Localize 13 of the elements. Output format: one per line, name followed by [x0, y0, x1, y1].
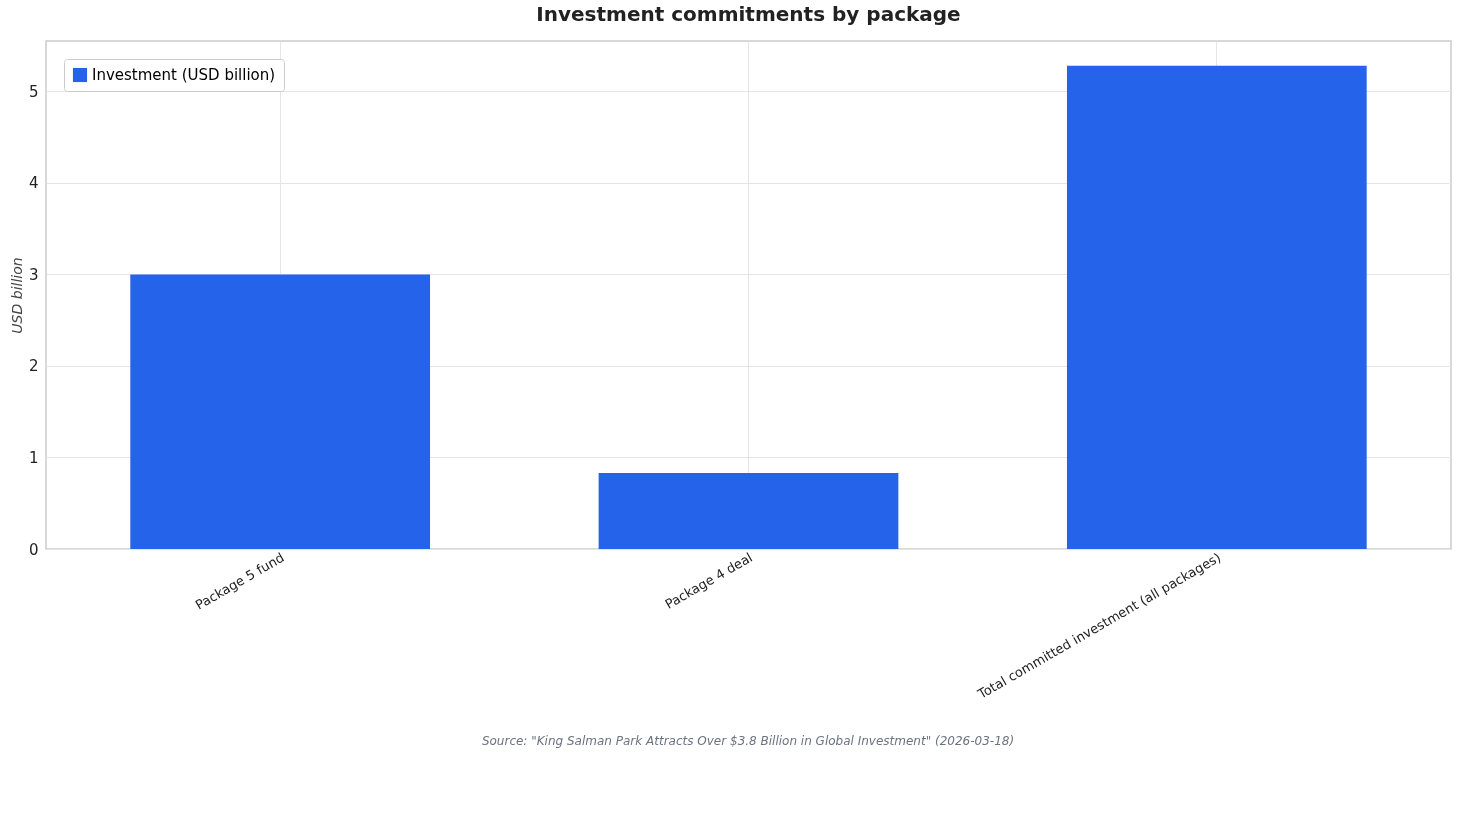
y-tick-label: 2 [28, 357, 39, 376]
y-tick-label: 0 [28, 540, 39, 559]
y-tick-label: 1 [28, 448, 39, 467]
legend-label: Investment (USD billion) [92, 66, 276, 84]
y-tick-label: 3 [28, 265, 39, 284]
y-tick-label: 4 [28, 174, 39, 193]
y-tick-label: 5 [28, 82, 39, 101]
y-axis-title: USD billion [8, 257, 25, 334]
bar [130, 274, 431, 549]
bar [1066, 65, 1367, 549]
bar [598, 473, 899, 549]
chart-title: Investment commitments by package [536, 2, 961, 26]
source-note: Source: "King Salman Park Attracts Over $3.8 Billion in Global Investment" (2026-03-18) [481, 734, 1015, 748]
